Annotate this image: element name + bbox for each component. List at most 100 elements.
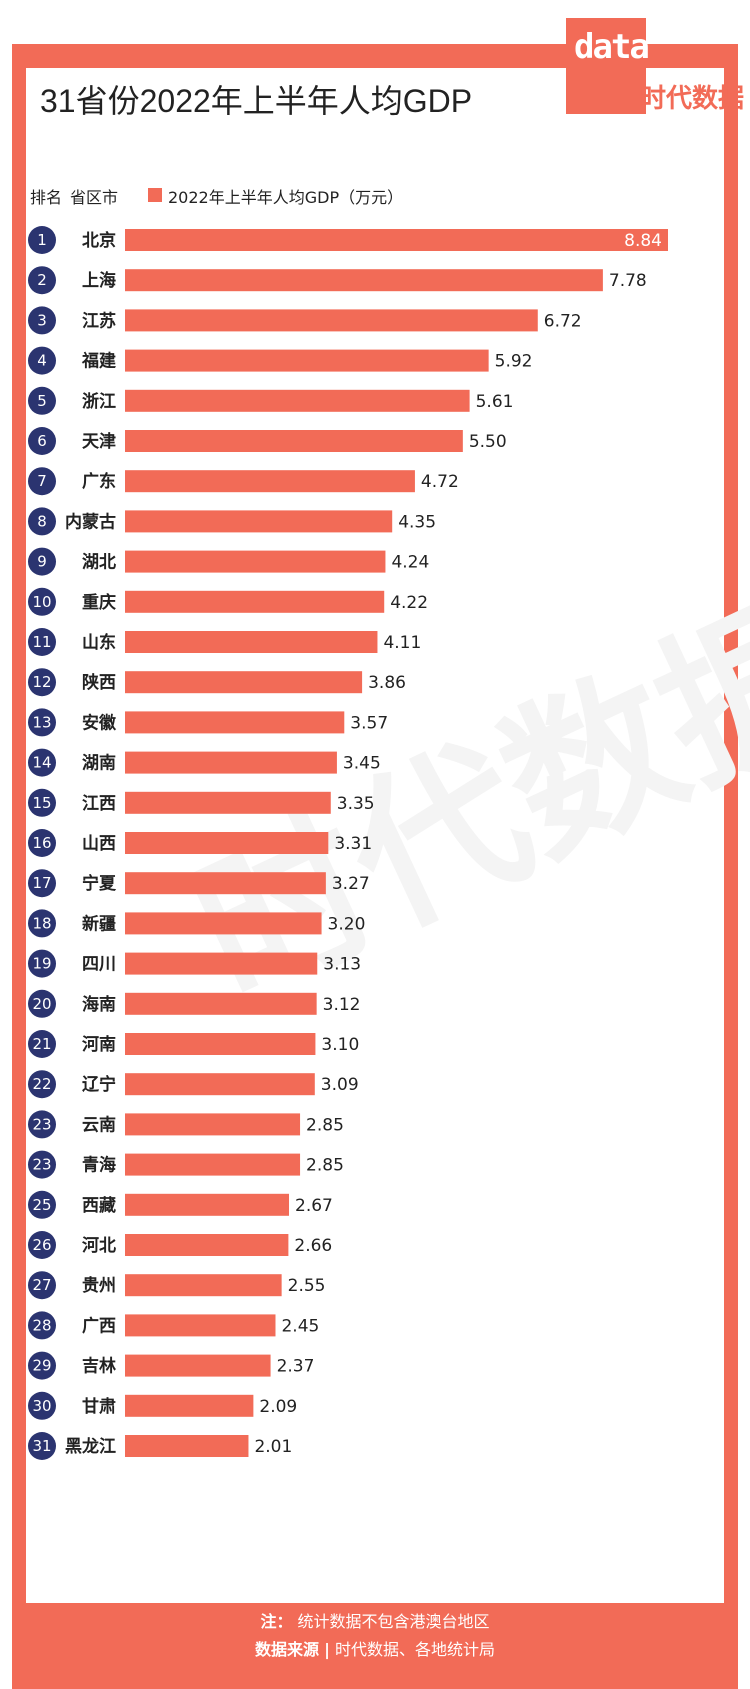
bar-row: 9 湖北 4.24 [28, 547, 429, 576]
chart-title: 31省份2022年上半年人均GDP [40, 83, 473, 119]
rank-label: 22 [32, 1075, 51, 1093]
bar-row: 25 西藏 2.67 [28, 1190, 333, 1219]
bar-row: 11 山东 4.11 [28, 628, 421, 656]
rank-label: 25 [32, 1196, 51, 1214]
rank-label: 2 [37, 271, 47, 289]
province-label: 北京 [82, 230, 116, 251]
value-label: 3.35 [337, 794, 375, 814]
logo-text: data [574, 27, 650, 67]
bar-row: 19 四川 3.13 [28, 949, 361, 978]
bar-row: 31 黑龙江 2.01 [28, 1432, 292, 1460]
bar [125, 309, 538, 332]
bar [125, 711, 345, 734]
bar [125, 631, 378, 653]
bar-row: 29 吉林 2.37 [28, 1351, 315, 1380]
province-label: 西藏 [82, 1196, 116, 1216]
rank-badge [28, 628, 56, 656]
bar [125, 1354, 271, 1377]
bar [125, 751, 337, 774]
bar-row: 30 甘肃 2.09 [28, 1391, 297, 1420]
rank-badge [28, 266, 56, 295]
value-label: 2.01 [254, 1437, 292, 1457]
province-label: 贵州 [82, 1275, 116, 1296]
value-label: 2.37 [277, 1357, 315, 1377]
bar [125, 671, 363, 694]
bar [125, 1314, 276, 1337]
value-label: 3.86 [368, 673, 406, 693]
bar-row: 2 上海 7.78 [28, 266, 647, 295]
value-label: 2.85 [306, 1115, 344, 1135]
bar [125, 952, 318, 975]
value-label: 3.09 [321, 1075, 359, 1095]
rank-label: 18 [32, 914, 51, 932]
rank-badge [28, 748, 56, 777]
value-label: 4.24 [391, 553, 429, 573]
rank-label: 30 [32, 1397, 51, 1415]
rank-badge [28, 507, 56, 536]
province-label: 河南 [82, 1034, 116, 1055]
note-text: 统计数据不包含港澳台地区 [297, 1612, 490, 1631]
legend-swatch [148, 188, 162, 202]
bar-row: 27 贵州 2.55 [28, 1271, 325, 1300]
bar-row: 17 宁夏 3.27 [28, 869, 370, 898]
rank-label: 10 [32, 593, 51, 611]
region-header: 省区市 [70, 188, 119, 207]
bar-row: 5 浙江 5.61 [28, 386, 513, 415]
value-label: 2.09 [259, 1397, 297, 1417]
province-label: 湖南 [82, 753, 116, 774]
province-label: 浙江 [82, 391, 116, 412]
province-label: 山东 [82, 632, 116, 653]
rank-badge [28, 226, 56, 254]
province-label: 广西 [82, 1315, 116, 1336]
rank-badge [28, 1231, 56, 1259]
bar-row: 20 海南 3.12 [28, 989, 361, 1018]
rank-label: 26 [32, 1236, 51, 1254]
value-label: 2.45 [281, 1316, 319, 1336]
value-label: 4.22 [390, 593, 428, 613]
value-label: 5.92 [495, 352, 533, 372]
value-label: 7.78 [609, 271, 647, 291]
bar [125, 1193, 290, 1216]
value-label: 2.67 [295, 1196, 333, 1216]
bar-row: 18 新疆 3.20 [28, 909, 366, 938]
rank-label: 14 [32, 754, 51, 772]
value-label: 3.10 [321, 1035, 359, 1055]
province-label: 重庆 [82, 592, 116, 613]
rank-badge [28, 1271, 56, 1300]
legend-label: 2022年上半年人均GDP（万元） [168, 188, 404, 207]
rank-label: 3 [37, 311, 47, 329]
province-label: 湖北 [82, 553, 116, 573]
rank-label: 29 [32, 1357, 51, 1375]
rank-badge [28, 1311, 56, 1340]
province-label: 上海 [82, 270, 116, 291]
province-label: 黑龙江 [65, 1436, 116, 1457]
rank-label: 6 [37, 432, 47, 450]
rank-badge [28, 306, 56, 335]
bar-row: 1 北京 8.84 [28, 226, 668, 254]
bar-row: 12 陕西 3.86 [28, 668, 406, 697]
rank-label: 13 [32, 713, 51, 731]
value-label: 3.20 [328, 914, 366, 934]
bar [125, 912, 322, 935]
bar-row: 15 江西 3.35 [28, 788, 375, 817]
rank-label: 7 [37, 472, 47, 490]
bar-row: 6 天津 5.50 [28, 427, 507, 455]
province-label: 广东 [82, 471, 116, 492]
bar [125, 470, 415, 493]
bar-row: 13 安徽 3.57 [28, 708, 388, 737]
rank-badge [28, 909, 56, 938]
rank-label: 11 [32, 633, 51, 651]
rank-badge [28, 386, 56, 415]
rank-badge [28, 829, 56, 857]
bar [125, 1435, 249, 1457]
rank-header: 排名 [30, 188, 63, 207]
value-label: 3.57 [350, 713, 388, 733]
source-separator: | [324, 1640, 330, 1659]
note-label: 注： [260, 1612, 293, 1631]
bar-row: 10 重庆 4.22 [28, 587, 428, 616]
bar-row: 26 河北 2.66 [28, 1231, 332, 1259]
bar-row: 28 广西 2.45 [28, 1311, 319, 1340]
province-label: 辽宁 [82, 1074, 116, 1095]
rank-badge [28, 1391, 56, 1420]
